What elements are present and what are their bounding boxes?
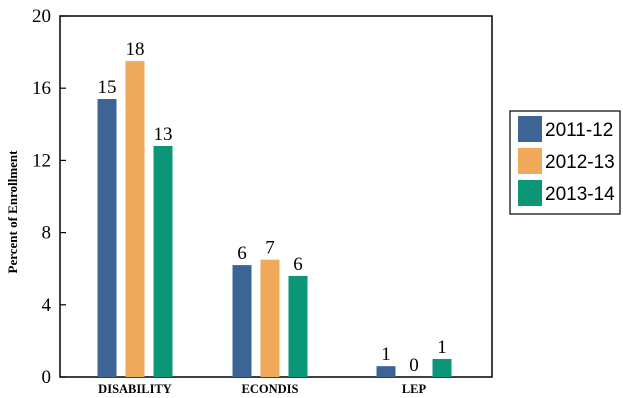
- legend-label: 2013-14: [545, 184, 615, 205]
- data-label: 1: [381, 344, 391, 365]
- legend-label: 2012-13: [545, 152, 615, 173]
- data-label: 13: [154, 124, 173, 145]
- data-label: 0: [409, 355, 419, 376]
- bar-2011-12-lep: [376, 366, 396, 377]
- y-tick-label: 16: [32, 78, 51, 99]
- bars: [97, 61, 452, 377]
- bar-2012-13-disability: [125, 61, 145, 377]
- x-tick-label: ECONDIS: [242, 382, 299, 396]
- bar-2011-12-disability: [97, 99, 117, 377]
- legend-swatch: [518, 116, 542, 142]
- bar-2012-13-econdis: [260, 259, 280, 377]
- y-tick-label: 20: [32, 6, 51, 27]
- data-labels: 15 18 13 6 76 101: [98, 39, 447, 376]
- data-label: 18: [126, 39, 145, 60]
- y-axis: 0 4 8 12 16 20: [32, 6, 66, 388]
- y-axis-title: Percent of Enrollment: [5, 150, 20, 274]
- legend-swatch: [518, 148, 542, 174]
- data-label: 15: [98, 77, 117, 98]
- y-tick-label: 8: [42, 223, 52, 244]
- x-tick-label: DISABILITY: [98, 382, 172, 396]
- data-label: 6: [237, 243, 247, 264]
- x-axis: DISABILITY ECONDIS LEP: [98, 382, 426, 396]
- legend-swatch: [518, 180, 542, 206]
- bar-2011-12-econdis: [232, 265, 252, 377]
- y-tick-label: 12: [32, 150, 51, 171]
- data-label: 1: [437, 337, 447, 358]
- bar-2013-14-lep: [432, 358, 452, 377]
- legend: 2011-12 2012-13 2013-14: [509, 110, 621, 215]
- y-tick-label: 4: [42, 295, 52, 316]
- bar-2013-14-disability: [153, 145, 173, 377]
- data-label: 7: [265, 238, 275, 259]
- y-tick-label: 0: [42, 367, 52, 388]
- data-label: 6: [293, 254, 303, 275]
- bar-2013-14-econdis: [288, 275, 308, 377]
- x-tick-label: LEP: [402, 382, 427, 396]
- legend-label: 2011-12: [545, 120, 613, 141]
